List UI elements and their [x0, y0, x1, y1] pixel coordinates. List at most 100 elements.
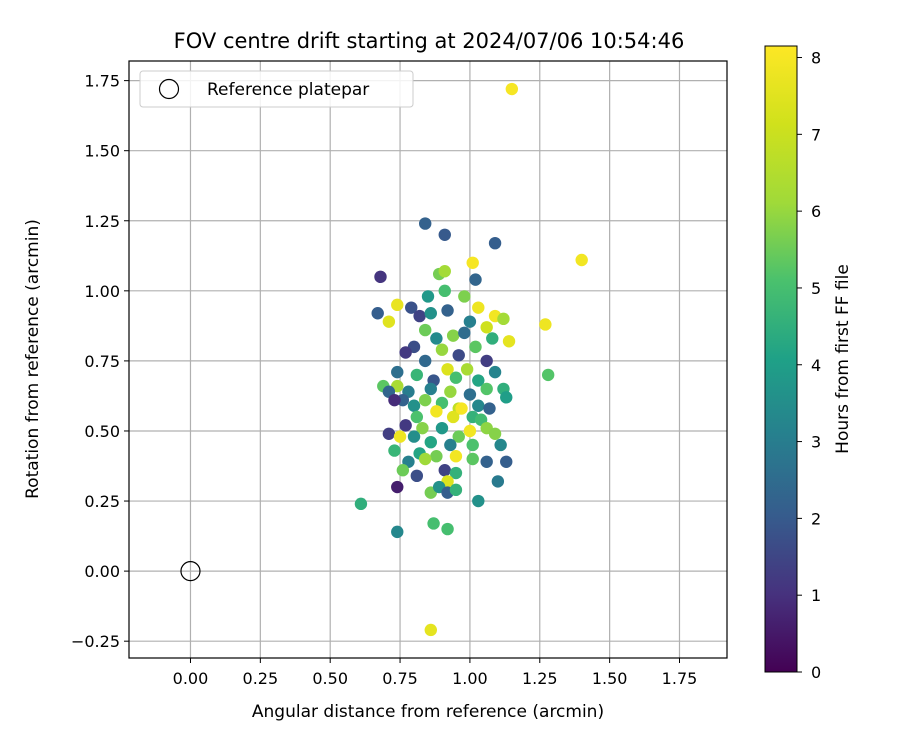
data-point [575, 253, 588, 267]
y-tick-label: 1.00 [84, 282, 120, 301]
data-point [391, 525, 404, 539]
data-point [424, 435, 437, 449]
data-point [382, 427, 396, 440]
data-point [446, 329, 460, 342]
data-point [466, 438, 479, 452]
data-point [421, 290, 435, 303]
y-tick-label: −0.25 [71, 632, 120, 651]
data-point [472, 494, 485, 508]
data-point [505, 82, 519, 96]
data-point [391, 298, 404, 312]
x-tick-label: 0.50 [312, 669, 348, 688]
data-point [388, 393, 401, 407]
y-tick-label: 0.00 [84, 562, 120, 581]
x-tick-label: 0.75 [382, 669, 418, 688]
y-tick-label: 0.75 [84, 352, 120, 371]
legend-reference-marker [158, 78, 180, 100]
data-point [419, 354, 432, 368]
x-tick-label: 1.50 [592, 669, 628, 688]
data-point [463, 424, 477, 438]
colorbar-gradient [764, 45, 798, 673]
data-point [424, 623, 437, 637]
data-point [449, 371, 463, 384]
data-point [460, 363, 474, 376]
y-axis-ticks: −0.25 0.00 0.25 0.50 0.75 1.00 1.25 1.50 1.75 [71, 72, 129, 651]
data-point [500, 455, 513, 469]
data-point [469, 340, 482, 354]
data-point [480, 321, 493, 334]
data-point [430, 405, 443, 418]
data-point [410, 368, 424, 382]
data-point [407, 399, 421, 412]
data-point [466, 452, 479, 466]
data-point [502, 335, 516, 348]
data-point [469, 273, 482, 286]
data-point [427, 517, 440, 530]
colorbar-tick-label: 8 [811, 49, 821, 68]
data-point [399, 419, 412, 432]
data-point [452, 349, 465, 362]
reference-platepar-marker [180, 561, 201, 582]
data-point [472, 374, 485, 387]
data-point [449, 449, 463, 463]
data-point [438, 464, 451, 477]
data-point [374, 270, 387, 284]
data-point [488, 365, 502, 379]
data-point [435, 343, 449, 356]
data-point [424, 307, 437, 320]
data-point [458, 290, 471, 303]
x-tick-label: 1.00 [452, 669, 488, 688]
data-point [455, 402, 468, 415]
data-point [424, 382, 437, 396]
data-point [419, 452, 432, 466]
data-point [539, 318, 552, 331]
x-tick-label: 0.25 [243, 669, 279, 688]
y-tick-label: 1.50 [84, 142, 120, 161]
data-point [405, 301, 418, 314]
data-point [388, 444, 401, 457]
data-point [393, 430, 407, 443]
x-tick-label: 1.25 [522, 669, 558, 688]
data-point [413, 309, 426, 323]
data-point [444, 438, 457, 452]
data-point [399, 346, 412, 359]
data-point [382, 315, 396, 328]
colorbar: 0 1 2 3 4 5 6 7 8 Hours from first FF file [764, 45, 853, 682]
x-axis-label: Angular distance from reference (arcmin) [252, 702, 604, 722]
data-point [480, 382, 493, 396]
data-point [458, 326, 471, 340]
data-point [472, 399, 485, 412]
plot-frame [128, 60, 728, 659]
y-axis-label: Rotation from reference (arcmin) [23, 219, 43, 499]
colorbar-label: Hours from first FF file [833, 264, 853, 454]
colorbar-tick-label: 1 [811, 586, 821, 605]
data-point [463, 315, 477, 328]
data-point [407, 430, 421, 443]
data-points [354, 82, 588, 637]
chart-title: FOV centre drift starting at 2024/07/06 … [174, 29, 685, 53]
colorbar-tick-label: 6 [811, 202, 821, 221]
data-point [410, 469, 424, 483]
data-point [410, 410, 424, 424]
legend-box [139, 70, 414, 108]
data-point [441, 363, 454, 376]
data-point [371, 307, 384, 320]
legend: Reference platepar [139, 70, 414, 108]
data-point [488, 427, 502, 440]
data-point [419, 217, 432, 230]
data-point [463, 388, 477, 401]
data-point [466, 256, 479, 270]
data-point [480, 354, 493, 368]
data-point [497, 312, 510, 326]
data-point [435, 421, 449, 435]
colorbar-tick-label: 5 [811, 279, 821, 298]
data-point [430, 332, 443, 345]
x-tick-label: 1.75 [662, 669, 698, 688]
data-point [419, 393, 432, 407]
colorbar-tick-label: 2 [811, 509, 821, 528]
data-point [391, 480, 404, 494]
x-axis-ticks: 0.00 0.25 0.50 0.75 1.00 1.25 1.50 1.75 [173, 658, 698, 688]
data-point [396, 464, 410, 477]
